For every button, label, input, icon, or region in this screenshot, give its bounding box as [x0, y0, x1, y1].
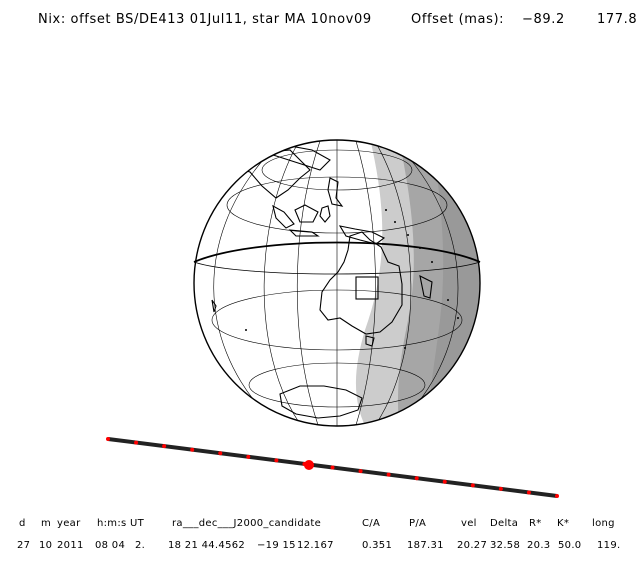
value-year: 2011	[57, 540, 84, 551]
track-time-mark	[555, 494, 559, 498]
new-guinea-coast	[338, 225, 386, 245]
island-dot	[407, 234, 409, 236]
value-delta: 32.58	[490, 540, 521, 551]
col-header-year: year	[57, 518, 81, 529]
track-time-mark	[106, 437, 110, 441]
globe	[193, 139, 481, 427]
value-dec-seconds: 12.167	[297, 540, 334, 551]
meridian	[296, 140, 321, 426]
table-value-row: 27 10 2011 08 04 2. 18 21 44.4562 −19 15…	[0, 540, 643, 556]
track-time-mark	[218, 451, 223, 456]
value-kstar: 50.0	[558, 540, 582, 551]
col-header-delta: Delta	[490, 518, 519, 529]
island-dot	[431, 261, 433, 263]
new-zealand-coast	[419, 275, 433, 299]
borneo-coast	[294, 204, 319, 223]
track-time-mark	[162, 444, 167, 449]
col-header-coords: ra___dec___J2000_candidate	[172, 518, 322, 529]
value-month: 10	[39, 540, 53, 551]
island-dot	[385, 209, 387, 211]
offset-label: Offset (mas):	[411, 12, 505, 27]
value-pa: 187.31	[407, 540, 444, 551]
island-dot	[447, 299, 449, 301]
track-time-mark	[414, 476, 419, 481]
island-dot	[419, 247, 421, 249]
meridian	[410, 159, 459, 411]
meridian	[375, 142, 412, 425]
value-rstar: 20.3	[527, 540, 551, 551]
col-header-kstar: K*	[557, 518, 570, 529]
track-time-mark	[442, 479, 447, 484]
track-time-mark	[358, 469, 363, 474]
shadow-track	[106, 437, 559, 498]
value-long: 119.	[597, 540, 621, 551]
value-seconds: 2.	[135, 540, 146, 551]
value-day: 27	[17, 540, 31, 551]
track-time-mark	[246, 454, 251, 459]
col-header-ca: C/A	[362, 518, 381, 529]
track-time-mark	[330, 465, 335, 470]
shadow-bands	[356, 140, 480, 426]
table-header-row: d m year h:m:s UT ra___dec___J2000_candi…	[0, 518, 643, 534]
value-dec: −19 15	[257, 540, 296, 551]
island-dot	[404, 347, 406, 349]
col-header-day: d	[19, 518, 26, 529]
meridian	[355, 140, 376, 426]
track-marks	[106, 437, 559, 498]
island-coast	[211, 299, 217, 313]
plot-title: Nix: offset BS/DE413 01Jul11, star MA 10…	[0, 12, 643, 34]
title-text: Nix: offset BS/DE413 01Jul11, star MA 10…	[38, 12, 372, 27]
tasmania-coast	[365, 335, 375, 347]
track-time-mark	[386, 472, 391, 477]
java-coast	[288, 229, 320, 237]
antarctica-coast	[279, 385, 363, 419]
offset-ra: −89.2	[522, 12, 565, 27]
sumatra-coast	[272, 204, 295, 229]
track-time-mark	[190, 447, 195, 452]
col-header-vel: vel	[461, 518, 477, 529]
track-time-mark	[274, 458, 279, 463]
col-header-long: long	[592, 518, 615, 529]
value-vel: 20.27	[457, 540, 488, 551]
col-header-time: h:m:s UT	[97, 518, 145, 529]
philippines-coast	[327, 177, 344, 207]
col-header-pa: P/A	[409, 518, 427, 529]
umbra-zone	[425, 140, 480, 426]
value-time: 08 04	[95, 540, 126, 551]
track-time-mark	[526, 490, 531, 495]
offset-dec: 177.8	[597, 12, 638, 27]
col-header-rstar: R*	[529, 518, 542, 529]
latitude-band-north	[193, 241, 481, 263]
australia-coast	[319, 231, 403, 335]
track-time-mark	[470, 483, 475, 488]
track-time-mark	[134, 440, 139, 445]
col-header-month: m	[41, 518, 52, 529]
small-islands	[245, 209, 459, 349]
island-dot	[394, 221, 396, 223]
value-ra: 18 21 44.4562	[168, 540, 246, 551]
sulawesi-coast	[319, 205, 331, 223]
track-time-mark	[498, 486, 503, 491]
meridian	[213, 159, 264, 411]
island-dot	[245, 329, 247, 331]
island-dot	[457, 317, 459, 319]
australia-region-box	[355, 276, 379, 300]
globe-outline	[193, 139, 481, 427]
value-ca: 0.351	[362, 540, 393, 551]
closest-approach-marker	[304, 460, 314, 470]
